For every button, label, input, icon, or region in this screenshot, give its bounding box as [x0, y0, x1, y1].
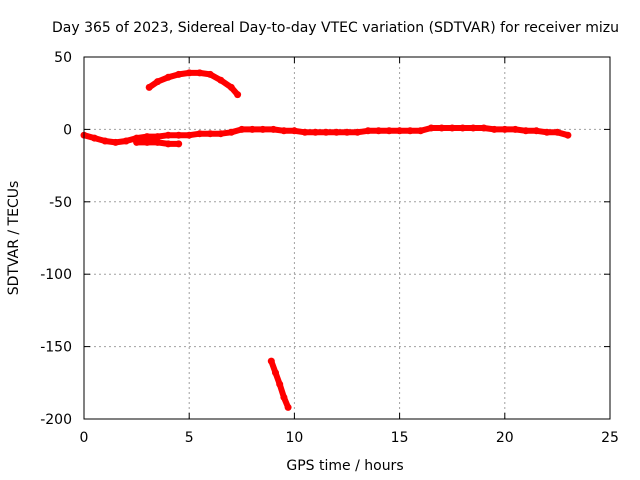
data-point — [343, 128, 351, 136]
x-axis-title: GPS time / hours — [286, 458, 403, 474]
data-point — [511, 125, 519, 133]
y-tick-label: -50 — [49, 195, 72, 211]
data-point — [217, 76, 225, 84]
data-point — [143, 138, 151, 146]
data-point — [354, 128, 361, 136]
x-tick-label: 15 — [391, 430, 409, 446]
data-point — [280, 127, 288, 135]
data-point — [532, 127, 540, 135]
series-arc — [145, 69, 242, 99]
data-point — [143, 133, 151, 141]
data-point — [311, 128, 319, 136]
data-point — [459, 124, 467, 132]
series-low-segment — [133, 138, 183, 148]
data-point — [133, 138, 141, 146]
x-tick-labels: 0 5 10 15 20 25 — [80, 430, 619, 446]
grid — [84, 57, 610, 419]
data-point — [154, 138, 162, 146]
data-point — [501, 125, 509, 133]
y-tick-label: 50 — [54, 50, 72, 66]
data-point — [417, 127, 425, 135]
data-point — [427, 124, 435, 132]
data-point — [227, 83, 235, 91]
data-point — [101, 137, 109, 145]
data-point — [290, 127, 298, 135]
data-point — [164, 140, 172, 148]
data-point — [522, 127, 530, 135]
data-point — [396, 127, 404, 135]
data-point — [543, 128, 551, 136]
data-point — [272, 369, 279, 377]
data-point — [259, 125, 267, 133]
data-point — [301, 128, 309, 136]
x-tick-label: 5 — [185, 430, 194, 446]
data-point — [553, 128, 561, 136]
y-tick-label: 0 — [63, 122, 72, 138]
data-point — [154, 78, 162, 86]
data-point — [248, 125, 256, 133]
data-point — [196, 69, 204, 77]
data-point — [322, 128, 330, 136]
y-tick-labels: 50 0 -50 -100 -150 -200 — [40, 50, 72, 428]
data-point — [238, 125, 246, 133]
data-point — [375, 127, 383, 135]
data-point — [234, 91, 242, 99]
data-point — [406, 127, 414, 135]
data-point — [164, 131, 172, 139]
y-tick-label: -150 — [40, 340, 72, 356]
y-tick-label: -200 — [40, 412, 72, 428]
data-point — [269, 125, 277, 133]
data-point — [284, 403, 292, 411]
data-point — [267, 357, 275, 365]
data-point — [480, 124, 488, 132]
data-point — [206, 70, 214, 78]
series-drop — [267, 357, 292, 411]
y-axis-title: SDTVAR / TECUs — [6, 181, 22, 296]
data-point — [448, 124, 456, 132]
data-point — [438, 124, 446, 132]
data-point — [227, 128, 235, 136]
x-tick-label: 10 — [285, 430, 303, 446]
x-tick-label: 0 — [80, 430, 89, 446]
series-main-band — [80, 124, 572, 146]
data-point — [364, 127, 372, 135]
y-tick-label: -100 — [40, 267, 72, 283]
data-point — [185, 69, 193, 77]
data-point — [280, 393, 288, 401]
data-point — [122, 137, 130, 145]
data-point — [469, 124, 477, 132]
data-point — [175, 140, 183, 148]
data-point — [145, 83, 153, 91]
data-point — [564, 131, 572, 139]
data-point — [164, 73, 172, 81]
data-point — [276, 380, 284, 388]
data-point — [175, 70, 183, 78]
data-point — [154, 133, 162, 141]
x-tick-label: 20 — [496, 430, 514, 446]
data-point — [112, 138, 120, 146]
ticks — [83, 56, 611, 420]
data-point — [333, 128, 340, 136]
data-point — [185, 131, 193, 139]
data-point — [196, 130, 204, 138]
series-layer — [80, 69, 572, 411]
data-point — [490, 125, 498, 133]
plot-frame — [83, 56, 611, 420]
data-point — [206, 130, 214, 138]
series-line — [146, 69, 241, 98]
data-point — [91, 134, 98, 142]
data-point — [385, 127, 393, 135]
data-point — [175, 131, 183, 139]
chart-title: Day 365 of 2023, Sidereal Day-to-day VTE… — [52, 20, 619, 36]
x-tick-label: 25 — [601, 430, 619, 446]
data-point — [217, 130, 225, 138]
